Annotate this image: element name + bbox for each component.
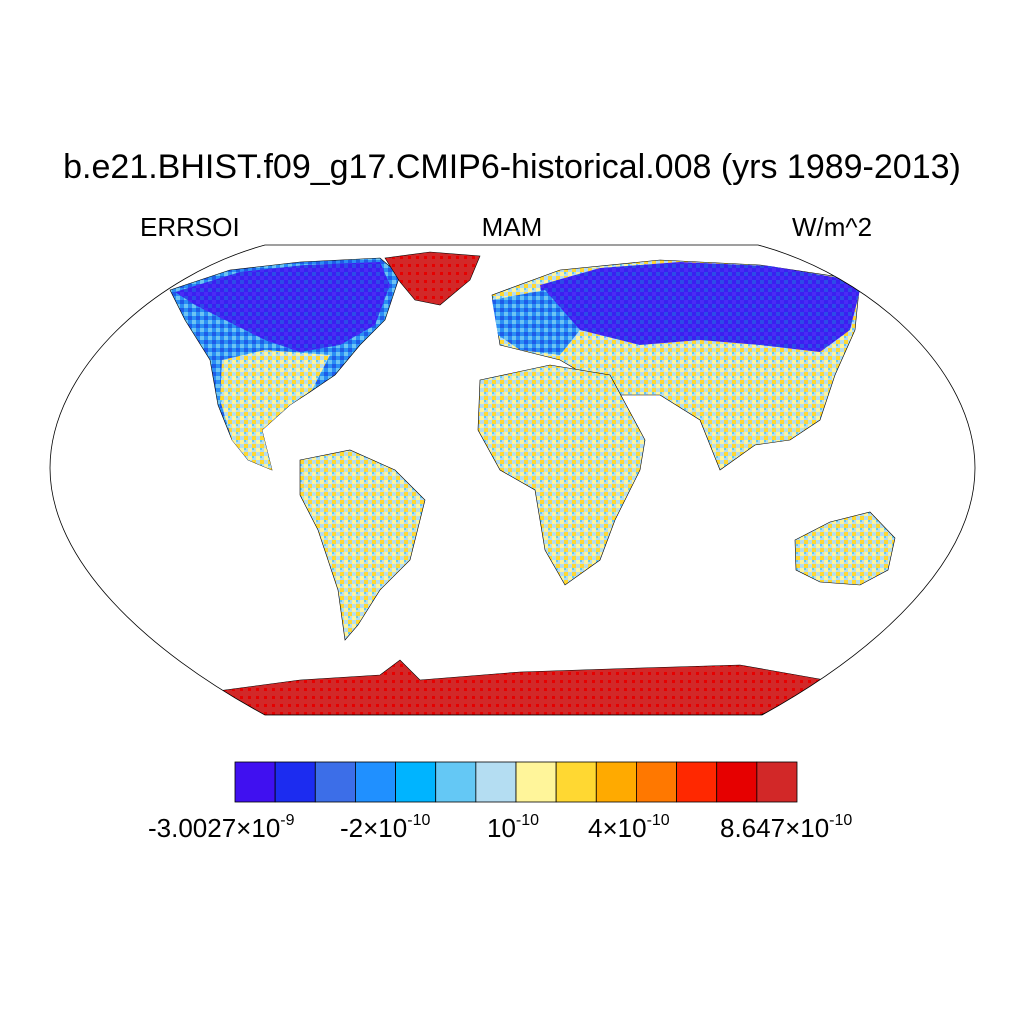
colorbar-box [716, 761, 758, 803]
colorbar-box [274, 761, 316, 803]
colorbar-box [756, 761, 798, 803]
colorbar-box [395, 761, 437, 803]
continent-antarctica [208, 659, 826, 715]
colorbar-box [636, 761, 677, 803]
units-label: W/m^2 [792, 212, 873, 242]
colorbar-label-4: 4×10-10 [588, 812, 670, 843]
north-america-cold-core [175, 262, 390, 352]
continent-south-america [299, 449, 426, 641]
europe-blue [492, 290, 580, 355]
colorbar-label-min: -3.0027×10-9 [148, 812, 295, 843]
continent-africa [477, 364, 646, 586]
colorbar-label-max: 8.647×10-10 [720, 812, 853, 843]
continent-greenland [384, 251, 481, 306]
colorbar-label-3: 10-10 [487, 812, 540, 843]
plot-title: b.e21.BHIST.f09_g17.CMIP6-historical.008… [63, 148, 961, 186]
season-label: MAM [481, 212, 543, 242]
colorbar-box [314, 761, 356, 803]
colorbar-box [555, 761, 597, 803]
map-outline [49, 244, 976, 716]
continent-australia [794, 511, 896, 586]
colorbar-box [475, 761, 517, 803]
colorbar-box [595, 761, 637, 803]
north-america-south [220, 350, 330, 470]
colorbar-box [355, 761, 396, 803]
colorbar-box [234, 761, 276, 803]
eurasia-cold-north [540, 262, 862, 352]
colorbar [234, 761, 798, 803]
colorbar-label-2: -2×10-10 [340, 812, 431, 843]
variable-label: ERRSOI [140, 212, 240, 242]
colorbar-box [515, 761, 557, 803]
colorbar-box [435, 761, 477, 803]
colorbar-box [676, 761, 718, 803]
